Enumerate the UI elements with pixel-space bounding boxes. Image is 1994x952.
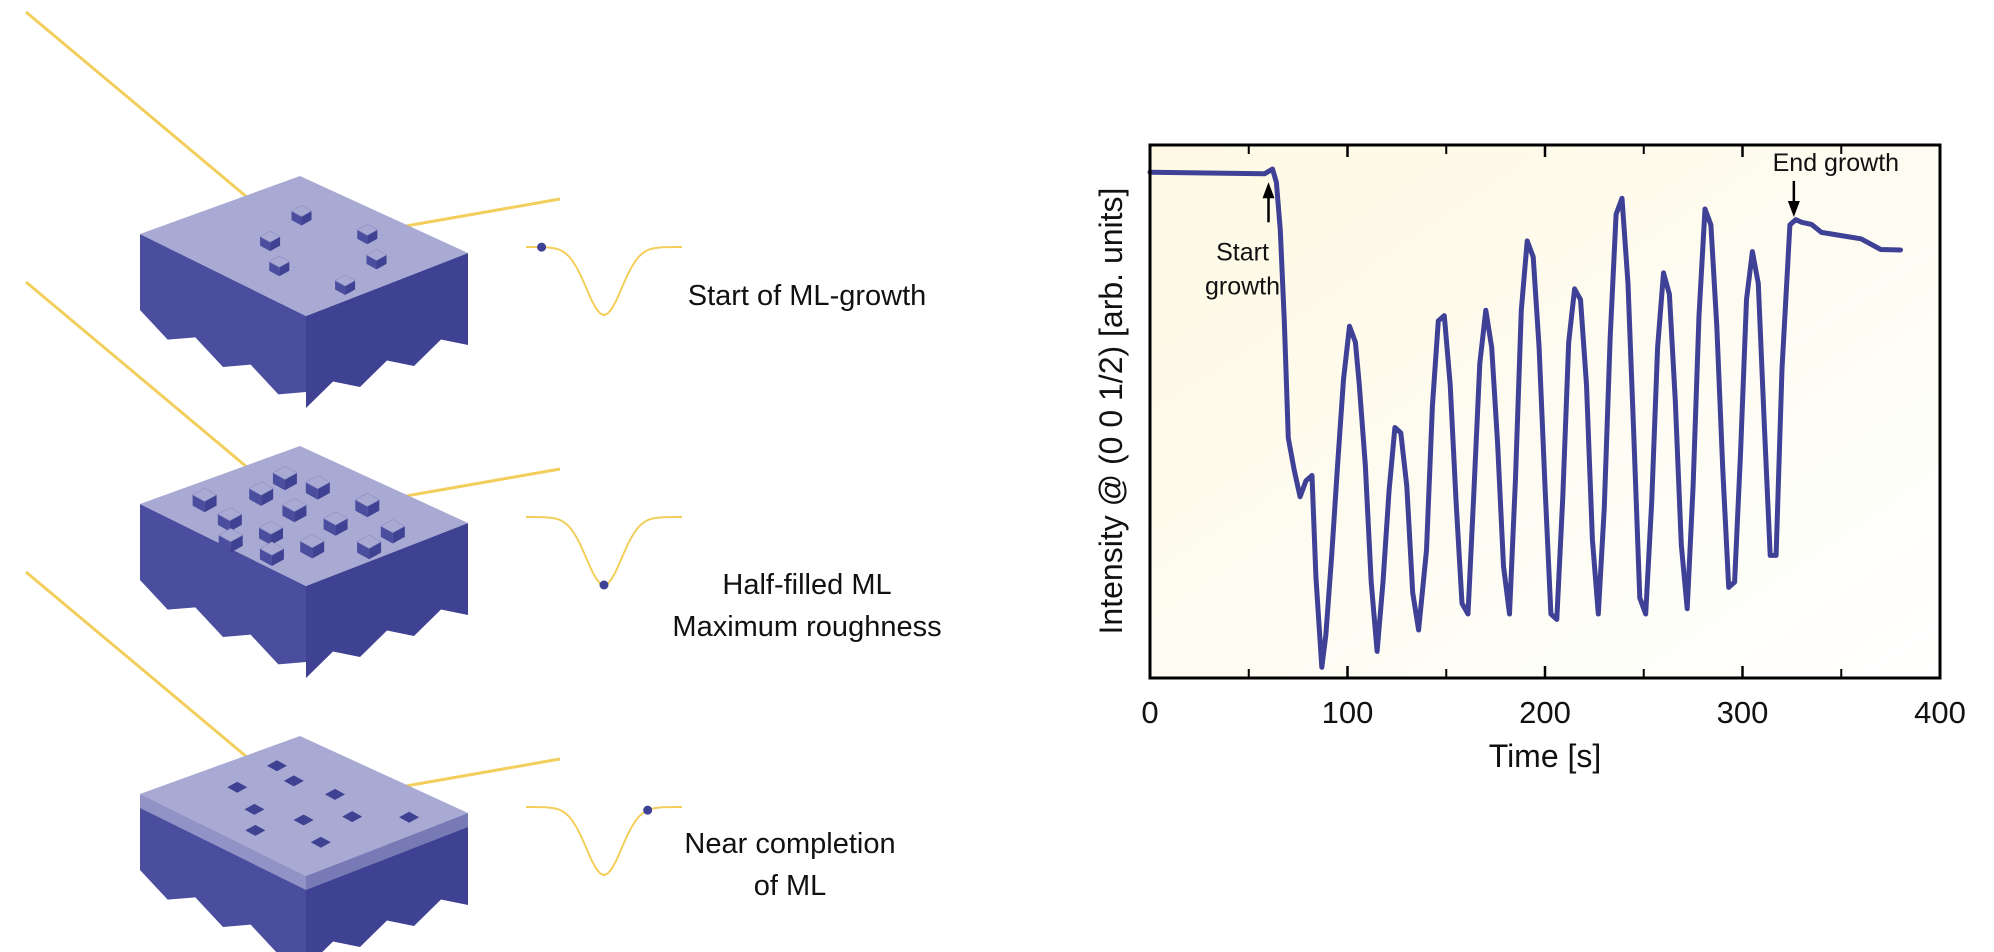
plot-frame: [1148, 143, 1942, 680]
plot-area: [1150, 145, 1940, 678]
surface-islands: [191, 465, 406, 566]
intensity-dot: [643, 805, 653, 815]
intensity-sketch: [526, 242, 682, 317]
panel-label: Maximum roughness: [672, 611, 941, 643]
substrate-top: [140, 736, 468, 876]
panel-label: Near completion: [684, 828, 895, 860]
annotation-text: growth: [1205, 272, 1280, 300]
annotation: End growth: [1773, 149, 1899, 217]
panel-label: of ML: [754, 870, 827, 902]
x-tick-label: 300: [1717, 695, 1769, 730]
intensity-dot: [599, 580, 609, 590]
x-tick-label: 200: [1519, 695, 1571, 730]
panel-label: Start of ML-growth: [688, 280, 927, 312]
schematic-panel: Start of ML-growth: [25, 10, 927, 408]
intensity-sketch: [526, 516, 682, 590]
axis-ticks: 0 100 200 300 400: [1141, 145, 1966, 730]
annotations: Start growth End growth: [1205, 149, 1899, 300]
x-axis-label: Time [s]: [1489, 738, 1602, 774]
x-tick-label: 100: [1322, 695, 1374, 730]
surface-islands: [259, 205, 388, 295]
schematic-panel: Near completion of ML: [25, 570, 896, 952]
substrate-top: [140, 176, 468, 316]
x-tick-label: 400: [1914, 695, 1966, 730]
substrate-side: [306, 253, 468, 408]
annotation-text: Start: [1216, 238, 1269, 266]
intensity-series-line: [1147, 166, 1903, 670]
arrow-down-icon: [1787, 200, 1800, 217]
annotation: Start growth: [1205, 182, 1280, 300]
substrate-front: [140, 234, 306, 395]
x-tick-label: 0: [1141, 695, 1158, 730]
surface-islands: [227, 760, 420, 848]
annotation-text: End growth: [1773, 149, 1899, 177]
substrate-front: [140, 504, 306, 665]
schematic-panel: Half-filled ML Maximum roughness: [25, 280, 942, 678]
intensity-dot: [537, 242, 547, 252]
intensity-sketch: [526, 805, 682, 877]
intensity-chart: 0 100 200 300 400 Start growth End growth Time…: [1093, 143, 1966, 774]
substrate-side: [306, 523, 468, 678]
panel-label: Half-filled ML: [722, 569, 891, 601]
y-axis-label: Intensity @ (0 0 1/2) [arb. units]: [1093, 188, 1129, 635]
arrow-up-icon: [1262, 182, 1275, 199]
substrate-front: [140, 794, 306, 952]
substrate-side: [306, 813, 468, 952]
growth-schematics: Start of ML-growth Half-filled ML Maximum …: [25, 10, 942, 952]
